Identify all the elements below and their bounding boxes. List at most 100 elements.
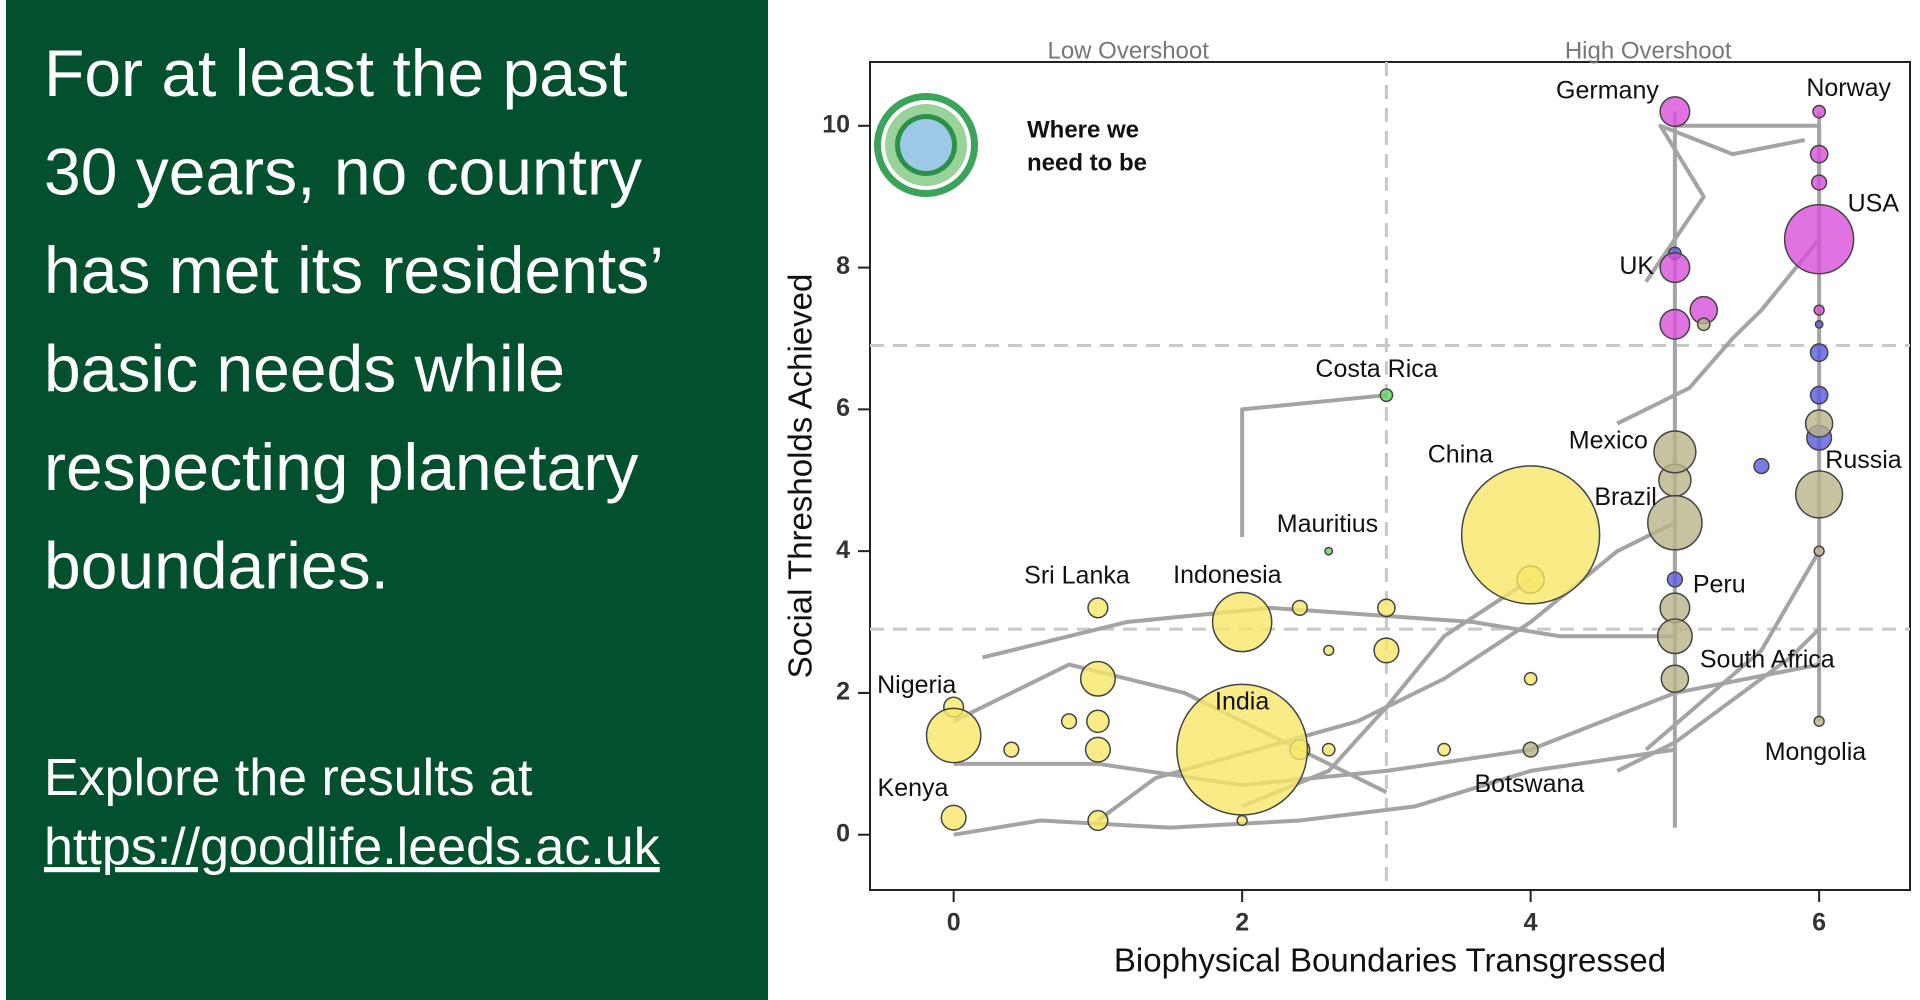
trail <box>1674 123 1822 183</box>
bubble <box>1783 203 1855 275</box>
region-label: Low Overshoot <box>1047 37 1209 64</box>
country-label: India <box>1215 687 1269 715</box>
y-tick-label: 10 <box>822 110 850 138</box>
x-tick-label: 6 <box>1812 909 1826 937</box>
trail <box>953 747 1676 837</box>
y-tick-label: 4 <box>836 536 850 564</box>
bubble <box>1653 430 1697 474</box>
heading-line: 30 years, no country <box>44 135 642 209</box>
text-panel <box>6 0 768 1000</box>
x-axis-title: Biophysical Boundaries Transgressed <box>1114 942 1666 979</box>
country-label: Peru <box>1693 570 1746 598</box>
explore-text: Explore the results at <box>44 749 533 807</box>
bubble <box>1523 671 1538 686</box>
bubble <box>1321 742 1336 757</box>
bubble <box>1656 618 1693 655</box>
country-label: Nigeria <box>877 671 956 699</box>
country-label: Brazil <box>1594 483 1657 511</box>
plot-frame <box>869 61 1911 891</box>
bubble <box>1373 637 1400 664</box>
bubble <box>1211 591 1273 653</box>
trail <box>1616 627 1821 773</box>
bubble <box>1794 470 1844 519</box>
bubble <box>1522 741 1539 758</box>
bubble <box>1659 308 1691 340</box>
country-label: Indonesia <box>1173 561 1282 589</box>
bubble <box>1659 592 1691 624</box>
trail <box>1644 123 1806 283</box>
bubble <box>1324 546 1334 556</box>
bubble <box>1236 814 1248 827</box>
y-axis-title: Social Thresholds Achieved <box>782 274 819 679</box>
bubble <box>1003 741 1020 758</box>
bubble <box>1660 664 1690 694</box>
trail <box>1616 237 1821 426</box>
inset-label: Where we <box>1027 116 1139 143</box>
country-label: Mongolia <box>1765 738 1867 766</box>
bubble <box>1810 174 1828 191</box>
country-label: Sri Lanka <box>1024 562 1130 590</box>
bubble <box>1804 409 1834 438</box>
trail <box>1240 393 1387 537</box>
bubble <box>1086 709 1110 734</box>
country-label: China <box>1428 441 1493 469</box>
bubble <box>1060 713 1078 730</box>
trail <box>1644 550 1821 752</box>
link[interactable]: https://goodlife.leeds.ac.uk <box>44 818 661 876</box>
bubble <box>1659 96 1691 128</box>
country-label: South Africa <box>1700 645 1835 673</box>
x-tick-label: 4 <box>1524 909 1538 937</box>
bubble <box>1079 660 1116 697</box>
country-label: Kenya <box>878 774 949 802</box>
bubble <box>1379 388 1394 403</box>
bubble <box>940 804 967 831</box>
bubble <box>1087 597 1109 619</box>
country-label: Costa Rica <box>1315 355 1437 383</box>
bubble <box>1753 457 1770 475</box>
heading-line: For at least the past <box>44 36 627 110</box>
bubble <box>1460 465 1601 605</box>
bubble <box>1813 715 1825 727</box>
bubble <box>1176 683 1309 816</box>
trail <box>1241 577 1532 809</box>
heading-line: basic needs while <box>44 332 565 406</box>
bubble <box>1809 343 1829 363</box>
country-label: Germany <box>1556 77 1659 105</box>
country-label: Russia <box>1825 446 1902 474</box>
y-tick-label: 0 <box>836 819 850 847</box>
country-label: UK <box>1619 252 1654 280</box>
bubble <box>1323 644 1335 657</box>
country-label: Norway <box>1806 74 1891 102</box>
country-label: Mauritius <box>1277 510 1378 538</box>
trail <box>952 662 1388 794</box>
country-label: USA <box>1848 189 1900 217</box>
bubble <box>1087 809 1109 832</box>
bubble <box>925 707 982 764</box>
y-tick-label: 6 <box>836 394 850 422</box>
bubble <box>1291 599 1308 616</box>
bubble <box>1812 104 1827 119</box>
bubble <box>1377 598 1396 618</box>
bubble <box>1647 494 1703 551</box>
region-label: High Overshoot <box>1565 37 1732 64</box>
country-label: Botswana <box>1475 770 1585 798</box>
y-tick-label: 8 <box>836 252 850 280</box>
bubble <box>1814 319 1824 329</box>
inset-icon <box>874 93 978 197</box>
inset-label: need to be <box>1027 149 1147 176</box>
country-label: Mexico <box>1569 427 1648 455</box>
icon-core <box>900 119 952 171</box>
bubble <box>1809 144 1829 164</box>
heading-line: has met its residents’ <box>44 233 664 307</box>
x-tick-label: 0 <box>947 909 961 937</box>
heading-line: boundaries. <box>44 529 389 603</box>
bubble <box>1813 545 1825 557</box>
bubble <box>1437 742 1452 757</box>
x-tick-label: 2 <box>1235 909 1249 937</box>
trail <box>1096 520 1676 823</box>
heading-line: respecting planetary <box>44 430 638 504</box>
bubble <box>1659 252 1691 284</box>
bubble <box>1809 385 1829 405</box>
